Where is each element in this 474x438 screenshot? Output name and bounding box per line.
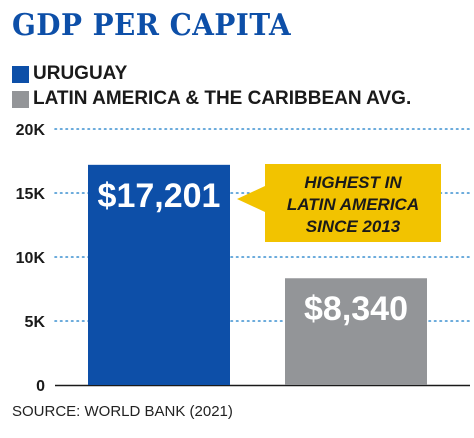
legend-label-latam-avg: LATIN AMERICA & THE CARIBBEAN AVG. — [33, 88, 412, 109]
y-tick-label: 5K — [25, 314, 46, 331]
legend-swatch-latam-avg — [12, 90, 29, 108]
bar-uruguay — [88, 164, 230, 385]
y-tick-label: 20K — [16, 122, 46, 139]
legend-item-latam-avg: LATIN AMERICA & THE CARIBBEAN AVG. — [12, 88, 412, 109]
y-tick-label: 0 — [36, 378, 45, 395]
legend-swatch-uruguay — [12, 65, 29, 83]
annotation-callout — [237, 164, 441, 242]
annotation-text-line: HIGHEST IN — [304, 173, 402, 192]
legend-label-uruguay: URUGUAY — [33, 63, 128, 84]
chart-source: SOURCE: WORLD BANK (2021) — [12, 403, 233, 420]
bar-value-label: $8,340 — [304, 290, 408, 328]
y-tick-label: 10K — [16, 250, 46, 267]
chart-title: GDP PER CAPITA — [12, 8, 292, 43]
bar-latam-avg — [285, 278, 427, 385]
bar-value-label: $17,201 — [98, 177, 221, 215]
annotation-text-line: SINCE 2013 — [306, 217, 401, 236]
legend-item-uruguay: URUGUAY — [12, 63, 128, 84]
annotation-text-line: LATIN AMERICA — [287, 195, 419, 214]
y-tick-label: 15K — [16, 186, 46, 203]
